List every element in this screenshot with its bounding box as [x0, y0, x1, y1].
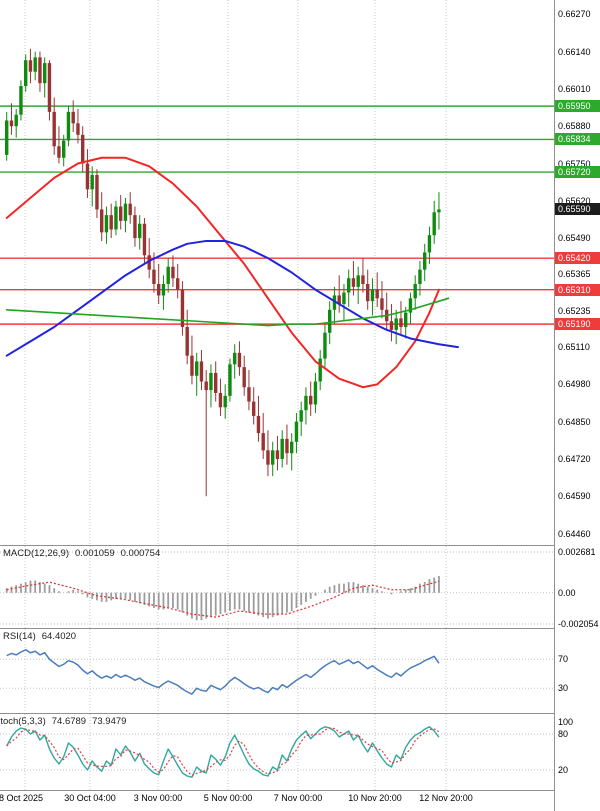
price-axis-label: 0.64980 — [558, 379, 591, 390]
stoch-k-value: 74.6789 — [51, 716, 87, 727]
macd-name: MACD(12,26,9) — [3, 548, 69, 559]
price-axis-label: 0.65620 — [558, 195, 591, 206]
macd-main-value: 0.001059 — [75, 548, 115, 559]
rsi-value: 64.4020 — [41, 631, 77, 642]
time-axis[interactable]: 28 Oct 2025 30 Oct 04:00 3 Nov 00:00 5 Nov … — [0, 791, 555, 811]
support-price-badge: 0.65310 — [555, 283, 600, 296]
rsi-panel[interactable] — [0, 629, 555, 713]
resistance-price-badge: 0.65720 — [555, 166, 600, 179]
current-price-badge: 0.65590 — [555, 203, 600, 216]
price-axis-label: 0.65235 — [558, 306, 591, 317]
rsi-indicator-label: RSI(14) 64.4020 — [3, 631, 82, 642]
price-axis-label: 0.64720 — [558, 453, 591, 464]
price-axis-label: 0.65880 — [558, 121, 591, 132]
time-label: 10 Nov 20:00 — [348, 793, 402, 803]
time-label: 5 Nov 00:00 — [203, 793, 253, 803]
rsi-axis-label: 70 — [558, 654, 569, 665]
price-axis-separator — [554, 0, 555, 811]
macd-axis-label: 0.00 — [558, 587, 576, 598]
stochastic-panel[interactable] — [0, 714, 555, 790]
rsi-name: RSI(14) — [3, 631, 36, 642]
time-label: 30 Oct 04:00 — [64, 793, 116, 803]
time-label: 12 Nov 20:00 — [419, 793, 473, 803]
macd-axis-label: -0.002054 — [558, 619, 599, 629]
stoch-name: Stoch(5,3,3) — [0, 716, 46, 727]
panel-separator[interactable] — [0, 713, 600, 714]
time-label: 7 Nov 00:00 — [273, 793, 323, 803]
support-price-badge: 0.65420 — [555, 252, 600, 265]
price-axis-label: 0.65110 — [558, 342, 590, 353]
price-axis-label: 0.66010 — [558, 83, 591, 94]
time-label: 3 Nov 00:00 — [133, 793, 183, 803]
stoch-d-value: 73.9479 — [92, 716, 127, 727]
resistance-price-badge: 0.65834 — [555, 133, 600, 146]
price-axis-label: 0.65365 — [558, 268, 591, 279]
macd-indicator-label: MACD(12,26,9) 0.001059 0.000754 — [3, 548, 166, 559]
stochastic-axis-label: 100 — [558, 717, 574, 727]
price-axis-label: 0.65490 — [558, 233, 591, 244]
price-axis-label: 0.66140 — [558, 46, 591, 57]
panel-separator[interactable] — [0, 628, 600, 629]
price-axis-label: 0.64590 — [558, 491, 591, 502]
resistance-price-badge: 0.65950 — [555, 100, 600, 113]
support-price-badge: 0.65190 — [555, 318, 600, 331]
stochastic-indicator-label: Stoch(5,3,3) 74.6789 73.9479 — [0, 716, 132, 727]
price-axis-label: 0.65750 — [558, 158, 591, 169]
time-label: 28 Oct 2025 — [0, 793, 44, 803]
stochastic-axis-label: 20 — [558, 765, 569, 775]
price-chart-panel[interactable] — [0, 0, 555, 545]
price-axis-label: 0.64850 — [558, 416, 591, 427]
price-axis-label: 0.64460 — [558, 528, 591, 539]
macd-axis-label: 0.002681 — [558, 547, 596, 557]
macd-panel[interactable] — [0, 546, 555, 628]
price-axis-label: 0.66270 — [558, 9, 591, 20]
stochastic-axis-label: 80 — [558, 729, 569, 739]
time-axis-separator — [0, 790, 600, 791]
price-axis[interactable]: 0.66270 0.66140 0.66010 0.65880 0.65750 0.656… — [555, 0, 600, 811]
panel-separator[interactable] — [0, 545, 600, 546]
rsi-axis-label: 30 — [558, 683, 569, 694]
macd-signal-value: 0.000754 — [120, 548, 161, 559]
